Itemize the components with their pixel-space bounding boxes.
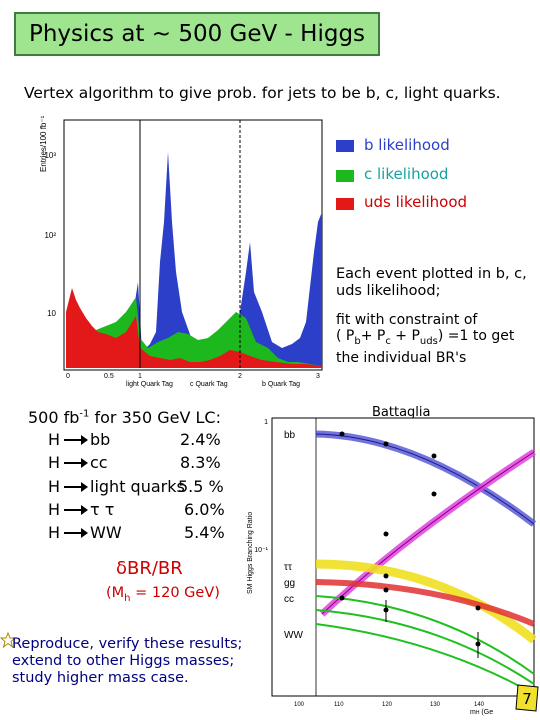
hist-xtick-05: 0.5: [104, 373, 114, 380]
legend-label-uds: uds likelihood: [364, 193, 468, 211]
arrow-icon: [64, 457, 88, 468]
hist-xtick-0: 0: [66, 373, 70, 380]
legend-label-b: b likelihood: [364, 136, 450, 154]
luminosity-title: 500 fb-1 for 350 GeV LC:: [28, 408, 221, 427]
hist-ytick-100: 10²: [44, 231, 56, 240]
cc-curve: [315, 595, 535, 675]
author-credit: Battaglia: [372, 405, 431, 420]
br-xtick-120: 120: [382, 702, 393, 708]
br-ylabel: SM Higgs Branching Ratio: [247, 512, 254, 594]
br-label-gg: gg: [284, 578, 295, 589]
data-point: [431, 453, 437, 459]
branching-ratio-chart: SM Higgs Branching Ratio 1 10⁻¹ bb ττ gg…: [247, 417, 536, 716]
legend-swatch-b: [336, 140, 354, 152]
br-xtick-100: 100: [294, 702, 305, 708]
br-xtick-140: 140: [474, 702, 485, 708]
flavour-tag-histogram: Entries/100 fb⁻¹ 10³ 10² 10 0 0.5 1 2 3 …: [39, 115, 323, 388]
br-label-bb: bb: [284, 430, 296, 441]
br-label-ww: WW: [284, 630, 303, 641]
data-point: [431, 491, 437, 497]
legend-swatch-c: [336, 170, 354, 182]
hist-ytick-1000: 10³: [44, 151, 56, 160]
br-xlabel: mH (Ge: [470, 709, 493, 716]
tautau-curve: [315, 559, 536, 644]
page-number-badge: 7: [515, 684, 539, 712]
gg-curve: [315, 579, 536, 627]
uds-likelihood-bars: [66, 288, 322, 368]
hist-xtick-1: 1: [138, 373, 142, 380]
arrow-icon: [64, 434, 88, 445]
star-icon: [0, 632, 16, 648]
fit-constraint-text: fit with constraint of ( Pb+ Pc + Puds) …: [336, 312, 536, 366]
higgs-mass-note: (Mh = 120 GeV): [106, 585, 220, 604]
data-point: [339, 431, 345, 437]
data-point: [339, 595, 345, 601]
hist-xtick-3: 3: [316, 373, 320, 380]
br-label-tautau: ττ: [284, 562, 292, 573]
page-title: Physics at ~ 500 GeV - Higgs: [28, 21, 366, 47]
svg-text:7: 7: [522, 690, 532, 708]
hist-xgroup-b: b Quark Tag: [262, 381, 300, 388]
data-point: [383, 587, 389, 593]
legend-swatch-uds: [336, 198, 354, 210]
arrow-icon: [64, 527, 88, 538]
br-xtick-130: 130: [430, 702, 441, 708]
arrow-icon: [64, 504, 88, 515]
reproduce-note: Reproduce, verify these results; extend …: [12, 636, 243, 686]
decay-row-ww: H WW 5.4%: [48, 523, 225, 542]
subtitle: Vertex algorithm to give prob. for jets …: [24, 84, 501, 102]
hist-xtick-2: 2: [238, 373, 242, 380]
br-label-cc: cc: [284, 594, 294, 605]
br-ytick-0.1: 10⁻¹: [254, 547, 268, 554]
hist-xgroup-c: c Quark Tag: [190, 381, 228, 388]
event-description: Each event plotted in b, c, uds likeliho…: [336, 266, 527, 299]
hist-xgroup-light: light Quark Tag: [126, 381, 173, 388]
data-point: [383, 531, 389, 537]
fit-line-2: ( Pb+ Pc + Puds) =1 to get: [336, 328, 515, 347]
hist-ytick-10: 10: [47, 309, 56, 318]
data-point: [383, 441, 389, 447]
fit-line-3: the individual BR's: [336, 349, 467, 366]
arrow-icon: [64, 481, 88, 492]
br-xtick-110: 110: [334, 702, 344, 708]
hist-ylabel: Entries/100 fb⁻¹: [39, 115, 48, 172]
br-ytick-1: 1: [264, 419, 268, 426]
fit-line-1: fit with constraint of: [336, 312, 478, 328]
title-box: Physics at ~ 500 GeV - Higgs: [14, 12, 380, 56]
data-point: [383, 573, 389, 579]
legend-label-c: c likelihood: [364, 165, 449, 183]
delta-br-label: δBR/BR: [116, 558, 183, 579]
data-point: [475, 605, 481, 611]
